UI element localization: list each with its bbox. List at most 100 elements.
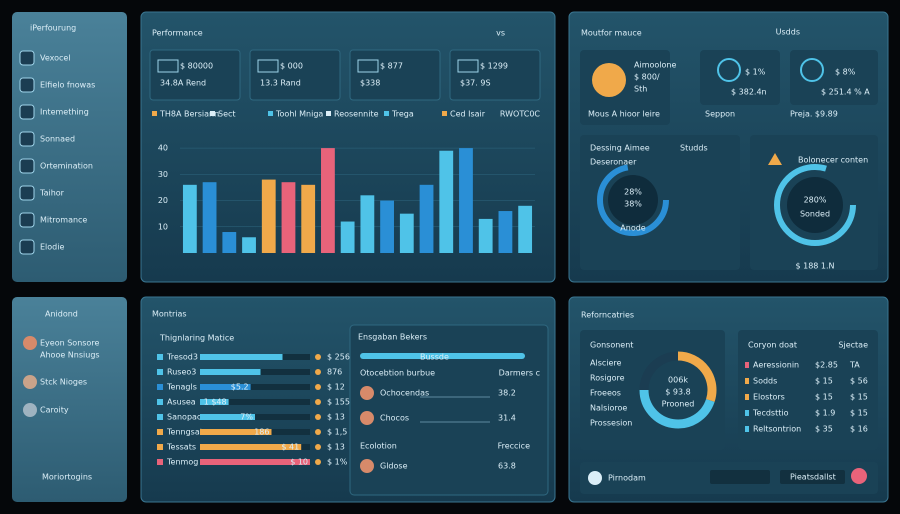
profile-item: Caroity xyxy=(40,406,69,415)
profile-item: Stck Nioges xyxy=(40,378,87,387)
bar-bg xyxy=(360,353,525,359)
bar-label: 1 $48 xyxy=(204,398,227,407)
stat-icon xyxy=(257,59,279,73)
avatar xyxy=(851,468,867,484)
stat-card xyxy=(149,49,241,101)
legend-item: Ced Isair xyxy=(450,110,486,119)
footer-chip: Pieatsdallst xyxy=(790,473,836,482)
profile-text: Sth xyxy=(634,85,647,94)
list-item: Rosigore xyxy=(590,374,625,383)
list-item: Alsciere xyxy=(590,359,622,368)
stat-icon xyxy=(457,59,479,73)
progress-bar xyxy=(200,354,283,360)
legend-swatch xyxy=(384,111,389,116)
table-cell: TA xyxy=(849,361,860,370)
row-value: $ 13 xyxy=(327,413,345,422)
table-cell: Elostors xyxy=(753,393,785,402)
stat-card xyxy=(349,49,441,101)
card-text: $ 8% xyxy=(835,68,856,77)
card-head: Ecolotion xyxy=(360,442,397,451)
gauge-text: 280% xyxy=(804,196,827,205)
progress-bar xyxy=(200,399,229,405)
status-dot xyxy=(315,414,321,420)
table-cell: $ 15 xyxy=(850,409,868,418)
card xyxy=(790,50,878,105)
legend-item: Toohl Mniga xyxy=(275,110,323,119)
row-value: $ 155 xyxy=(327,398,350,407)
y-tick-label: 40 xyxy=(158,144,168,153)
bar-label: Bussde xyxy=(420,353,449,362)
bar xyxy=(182,184,197,253)
nav-icon xyxy=(19,50,35,66)
list-item: Prossesion xyxy=(590,419,632,428)
nav-icon xyxy=(19,158,35,174)
bar xyxy=(242,237,256,253)
person-name: Gldose xyxy=(380,462,408,471)
donut-center: $ 93.8 xyxy=(665,388,690,397)
table-cell: $ 16 xyxy=(850,425,868,434)
footer-text: Moriortogins xyxy=(42,473,92,482)
row-value: $ 256 xyxy=(327,353,350,362)
row-icon xyxy=(745,394,749,400)
donut-center: 006k xyxy=(668,376,688,385)
warning-icon xyxy=(768,153,782,165)
person-name: Ochocendas xyxy=(380,389,429,398)
row-icon xyxy=(745,378,749,384)
card-title: Gonsonent xyxy=(590,341,633,350)
icon xyxy=(588,471,602,485)
table-cell: Reltsontrion xyxy=(753,425,801,434)
stat-text: $ 877 xyxy=(380,62,403,71)
nav-icon xyxy=(19,239,35,255)
icon xyxy=(717,58,741,82)
row-label: Tenmog xyxy=(166,458,198,467)
gauge-card xyxy=(580,135,740,270)
track xyxy=(200,399,310,405)
card-head: Otocebtion burbue xyxy=(360,369,435,378)
legend-swatch xyxy=(210,111,215,116)
stat-text: $ 80000 xyxy=(180,62,213,71)
avatar xyxy=(23,403,37,417)
bar xyxy=(419,184,434,253)
chip xyxy=(780,470,845,484)
gauge-text: 38% xyxy=(624,200,642,209)
footer-text: Seppon xyxy=(705,110,735,119)
nav-item: Mitromance xyxy=(40,216,87,225)
bar xyxy=(498,211,513,253)
row-label: Ruseo3 xyxy=(167,368,196,377)
avatar xyxy=(360,386,374,400)
sidebar-title: iPerfourung xyxy=(30,24,76,33)
card-note: Deseronaer xyxy=(590,158,637,167)
nav-item: Elodie xyxy=(40,243,64,252)
person-value: 38.2 xyxy=(498,389,516,398)
subtitle: Thignlaring Matice xyxy=(159,334,234,343)
table-head: Coryon doat xyxy=(748,341,797,350)
stat-text: $ 000 xyxy=(280,62,303,71)
header-label: vs xyxy=(496,29,505,38)
y-tick-label: 20 xyxy=(158,196,168,205)
status-dot xyxy=(315,429,321,435)
y-tick-label: 10 xyxy=(158,222,168,231)
table-cell: Aeressionin xyxy=(753,361,799,370)
bar xyxy=(380,200,394,253)
bar xyxy=(439,150,454,253)
header-label: RWOTC0C xyxy=(500,110,541,119)
icon xyxy=(800,58,824,82)
panel-title: Anidond xyxy=(45,310,78,319)
bar xyxy=(321,148,335,253)
row-icon xyxy=(745,426,749,432)
table-cell: $ 15 xyxy=(850,393,868,402)
row-icon xyxy=(157,354,163,360)
bar xyxy=(518,205,533,253)
donut-segment xyxy=(639,351,679,391)
bar xyxy=(399,213,414,253)
card-head: Darmers c xyxy=(499,369,540,378)
gauge-core xyxy=(608,175,658,225)
bar xyxy=(261,179,276,253)
profiles-panel xyxy=(12,297,127,502)
bar xyxy=(281,182,296,253)
card-title: Bolonecer conten xyxy=(798,156,868,165)
list-item: Froeeos xyxy=(590,389,621,398)
card-text: $ 251.4 % A xyxy=(821,88,870,97)
avatar xyxy=(23,375,37,389)
progress-bar xyxy=(200,429,272,435)
